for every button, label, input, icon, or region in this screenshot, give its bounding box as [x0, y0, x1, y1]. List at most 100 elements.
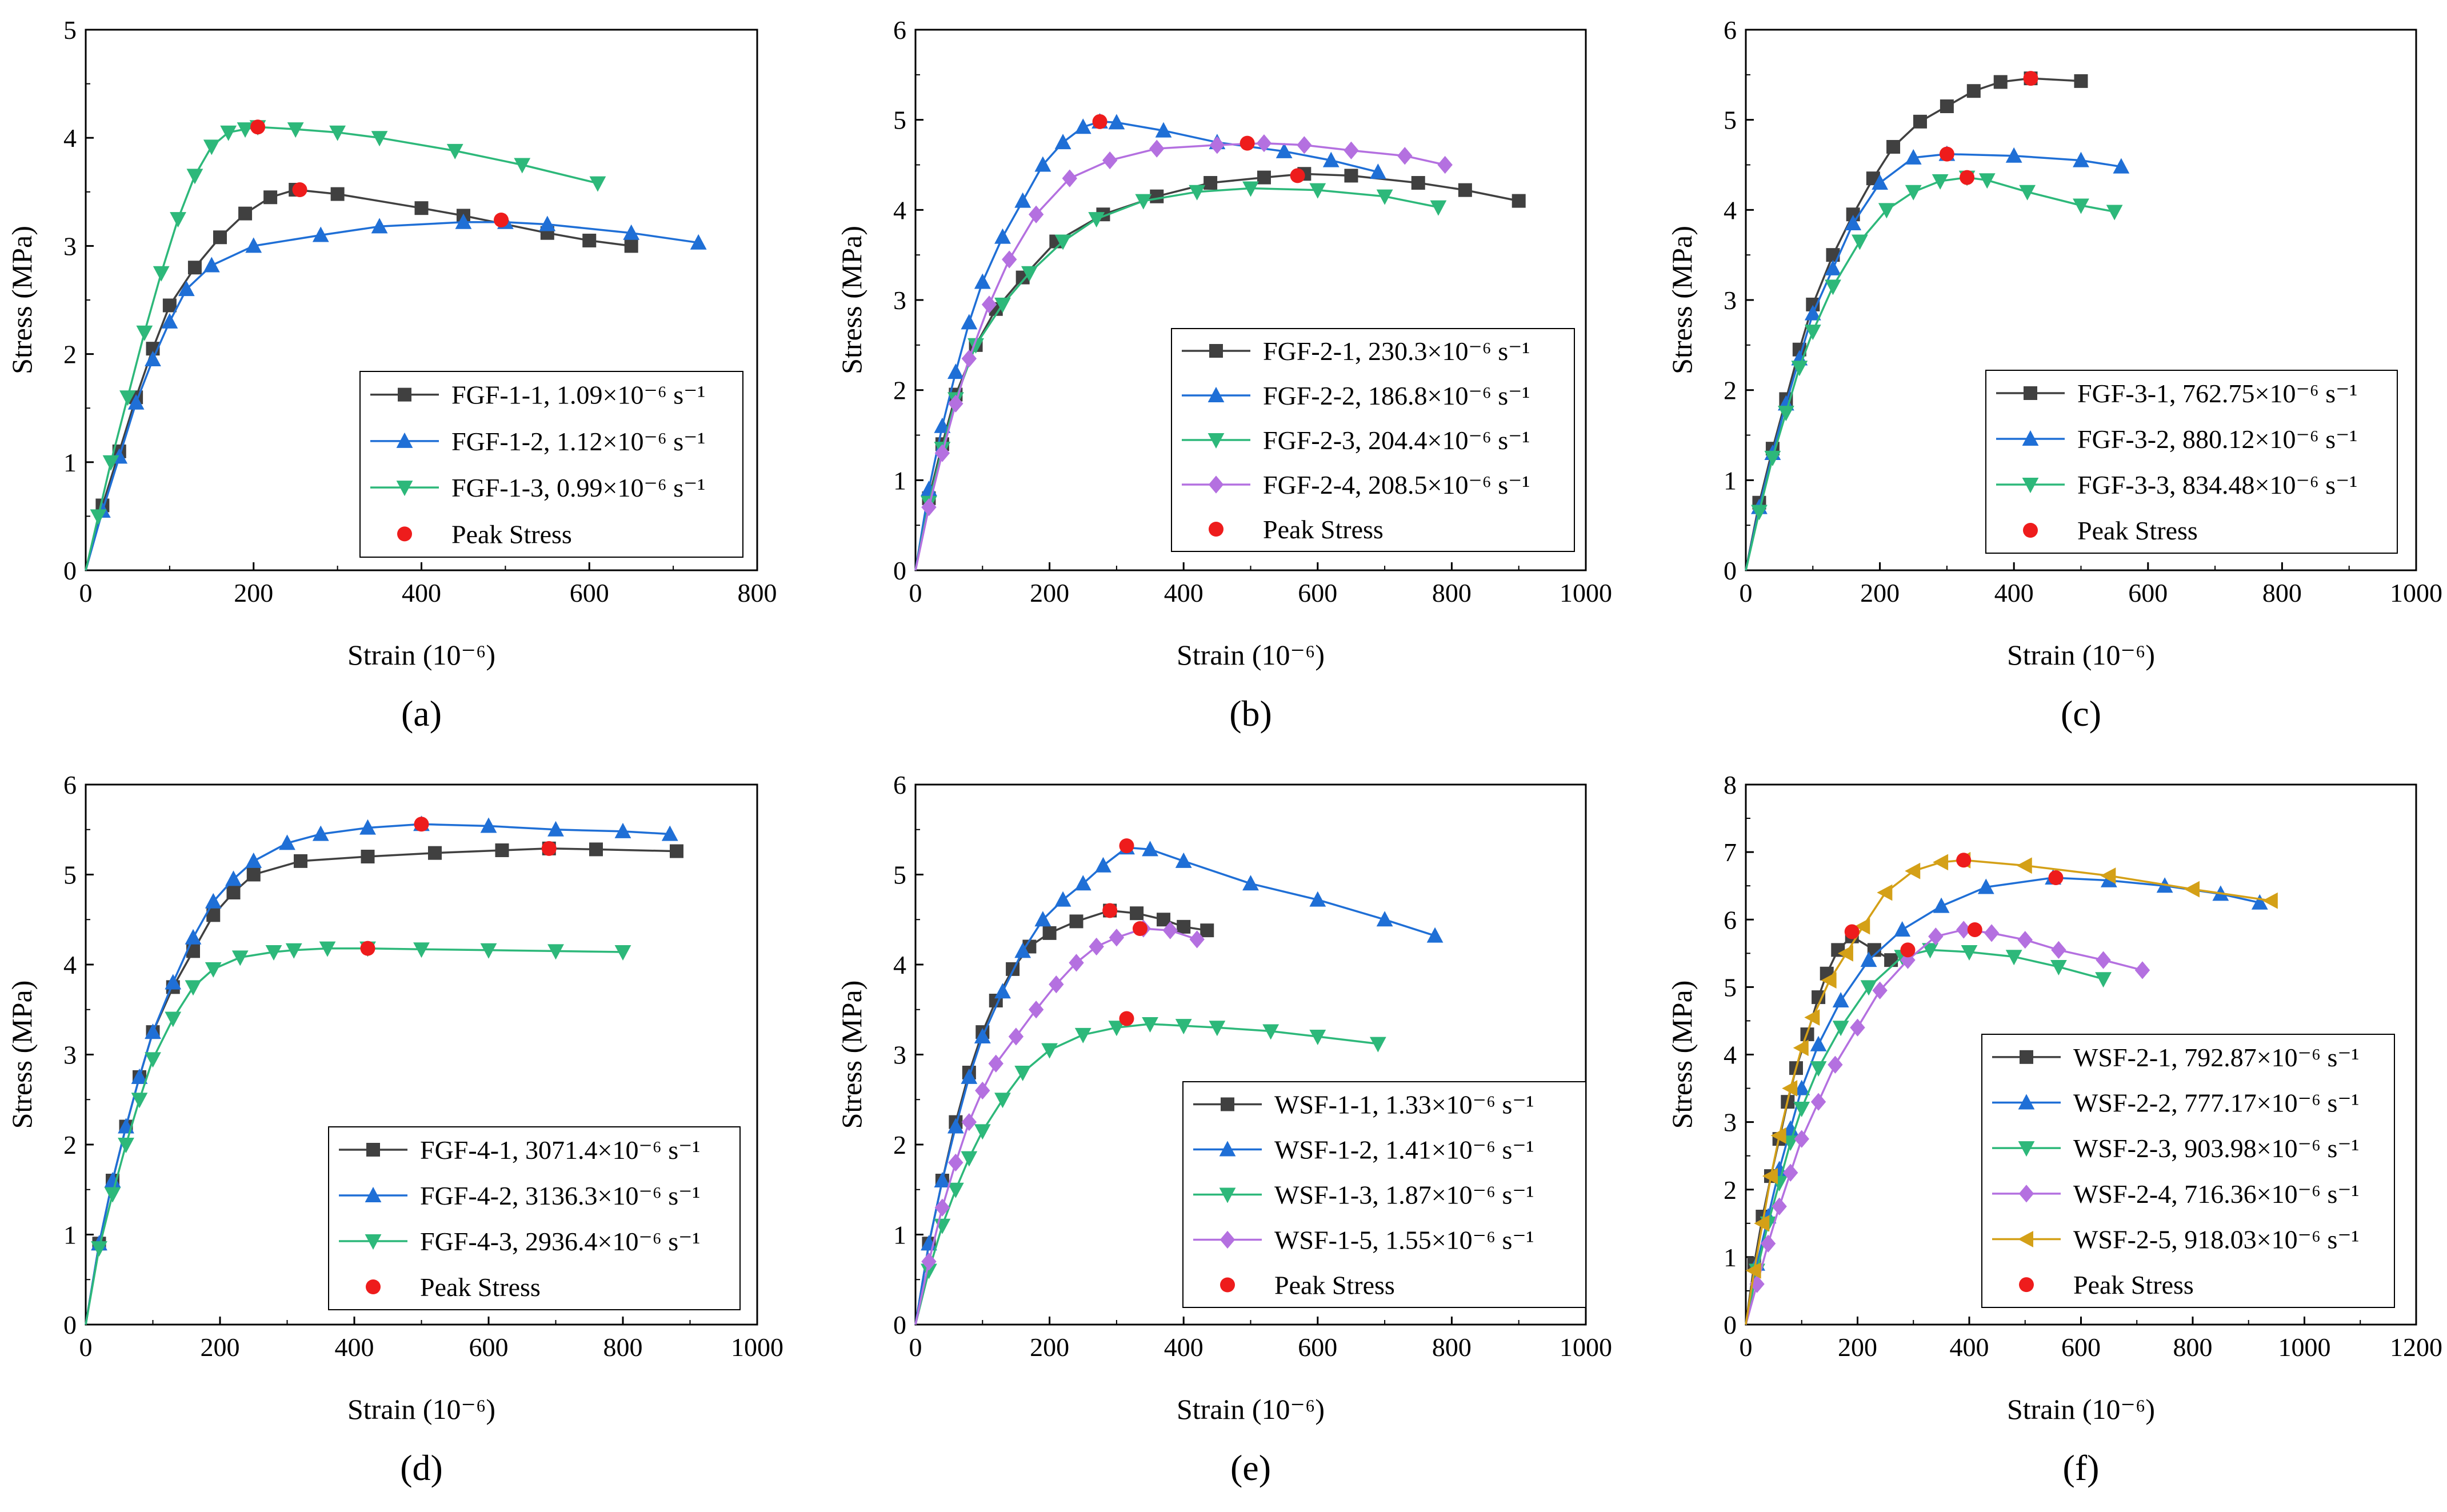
x-tick-label: 600: [1298, 578, 1337, 607]
data-point: [237, 122, 254, 138]
peak-stress-point: [250, 119, 266, 135]
data-point: [2019, 185, 2036, 201]
legend-marker: [2018, 1141, 2035, 1157]
x-tick-label: 0: [909, 578, 922, 607]
y-axis-title: Stress (MPa): [6, 226, 38, 374]
data-point: [165, 1011, 182, 1027]
data-point: [1804, 305, 1821, 321]
y-tick-label: 3: [1724, 1108, 1737, 1137]
data-point: [1150, 189, 1164, 203]
data-point: [1074, 118, 1091, 134]
data-point: [1913, 114, 1927, 129]
data-point: [1852, 234, 1868, 250]
data-point: [205, 893, 222, 909]
data-point: [1155, 122, 1172, 138]
data-point: [1177, 919, 1191, 934]
legend-label: WSF-2-1, 792.87×10⁻⁶ s⁻¹: [2073, 1043, 2359, 1072]
legend: FGF-2-1, 230.3×10⁻⁶ s⁻¹ FGF-2-2, 186.8×10…: [1171, 328, 1575, 552]
legend-marker: [2024, 386, 2037, 400]
data-point: [2106, 205, 2123, 221]
legend-box: [1981, 1034, 2395, 1308]
data-point: [1257, 170, 1271, 185]
data-point: [1821, 972, 1837, 989]
data-point: [1810, 1035, 1827, 1051]
data-point: [312, 226, 329, 242]
data-point: [265, 945, 282, 961]
data-point: [934, 444, 950, 462]
data-point: [1095, 857, 1111, 873]
legend-marker: [398, 387, 411, 402]
data-point: [263, 190, 278, 205]
series-4: [914, 919, 1205, 1325]
data-point: [2017, 931, 2033, 949]
y-tick-label: 0: [1724, 556, 1737, 585]
data-point: [1437, 155, 1453, 174]
y-axis-title: Stress (MPa): [6, 981, 38, 1129]
data-point: [102, 455, 119, 471]
data-point: [480, 817, 497, 833]
x-tick-label: 1000: [1560, 1333, 1612, 1362]
series-5: [1745, 851, 2278, 1325]
y-tick-label: 2: [893, 376, 906, 405]
data-point: [1242, 181, 1259, 197]
data-point: [1322, 151, 1340, 167]
data-point: [1242, 875, 1259, 891]
panel-label: (e): [1230, 1447, 1271, 1488]
data-point: [547, 944, 564, 960]
peak-stress-point: [541, 841, 557, 856]
y-tick-label: 6: [893, 770, 906, 799]
data-point: [2095, 972, 2112, 988]
data-point: [1276, 142, 1293, 158]
data-point: [1793, 1079, 1810, 1095]
data-point: [1770, 1127, 1786, 1144]
y-tick-label: 5: [893, 861, 906, 890]
legend-label: Peak Stress: [1263, 515, 1384, 544]
data-point: [145, 1023, 161, 1039]
legend-label: FGF-1-2, 1.12×10⁻⁶ s⁻¹: [451, 427, 705, 456]
data-point: [119, 390, 136, 406]
legend-label: Peak Stress: [2077, 516, 2198, 545]
peak-stress-point: [1092, 114, 1107, 129]
data-point: [1877, 884, 1893, 901]
y-tick-label: 0: [893, 556, 906, 585]
x-tick-label: 800: [603, 1333, 643, 1362]
data-point: [994, 297, 1011, 313]
peak-stress-point: [494, 212, 509, 227]
x-tick-label: 200: [201, 1333, 240, 1362]
data-point: [2005, 950, 2022, 966]
data-point: [1794, 1130, 1809, 1148]
y-tick-label: 2: [63, 340, 77, 369]
y-tick-label: 2: [63, 1130, 77, 1159]
data-point: [1928, 927, 1944, 946]
data-point: [1376, 911, 1393, 927]
y-axis-title: Stress (MPa): [835, 226, 867, 374]
data-point: [1088, 212, 1105, 228]
series-1: [914, 903, 1214, 1325]
legend-marker: [366, 1279, 381, 1294]
x-tick-label: 1000: [2390, 578, 2442, 607]
legend-label: Peak Stress: [1274, 1271, 1395, 1300]
data-point: [661, 825, 678, 841]
data-point: [1884, 953, 1898, 967]
data-point: [178, 281, 195, 297]
data-point: [1984, 924, 2000, 942]
x-tick-label: 200: [234, 578, 273, 607]
data-point: [1108, 1021, 1125, 1037]
legend-label: FGF-4-2, 3136.3×10⁻⁶ s⁻¹: [420, 1181, 700, 1210]
data-point: [1309, 183, 1326, 199]
data-point: [1002, 250, 1017, 269]
y-tick-label: 4: [63, 123, 77, 153]
peak-stress-point: [1132, 921, 1147, 936]
data-point: [1993, 75, 2008, 89]
data-point: [1932, 174, 1949, 190]
chart-panel-f: 0 200 400 600 800 1000 1200 0 1 2 3 4 5 6 7 8 Strain (10…: [1666, 770, 2442, 1488]
data-point: [1376, 189, 1393, 205]
legend-label: WSF-1-2, 1.41×10⁻⁶ s⁻¹: [1274, 1135, 1534, 1165]
data-point: [2096, 951, 2111, 969]
data-point: [961, 349, 977, 368]
data-point: [1760, 1234, 1776, 1253]
data-point: [1872, 174, 1888, 190]
data-point: [246, 867, 261, 882]
x-tick-label: 1000: [731, 1333, 783, 1362]
y-tick-label: 4: [1724, 195, 1737, 225]
